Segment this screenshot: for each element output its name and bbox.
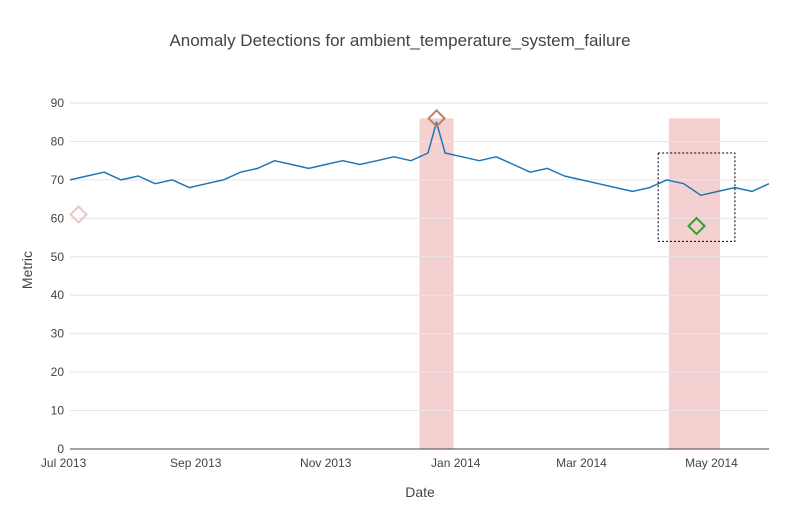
y-tick-label: 0: [57, 442, 64, 456]
x-tick-labels: Jul 2013 Sep 2013 Nov 2013 Jan 2014 Mar 2014…: [41, 456, 738, 470]
chart-title: Anomaly Detections for ambient_temperatu…: [169, 31, 630, 50]
x-tick-label: Mar 2014: [556, 456, 607, 470]
x-tick-label: Jul 2013: [41, 456, 87, 470]
anomaly-window: [668, 118, 720, 449]
y-tick-label: 20: [51, 365, 65, 379]
y-tick-label: 30: [51, 327, 65, 341]
anomaly-marker: [69, 205, 88, 224]
y-axis-label: Metric: [19, 251, 35, 289]
y-tick-label: 90: [51, 96, 65, 110]
y-tick-label: 50: [51, 250, 65, 264]
selection-box: [657, 152, 736, 242]
series-line: [69, 121, 770, 197]
y-tick-label: 40: [51, 288, 65, 302]
y-tick-label: 60: [51, 211, 65, 225]
selection-box-layer: [657, 152, 736, 242]
y-tick-label: 10: [51, 404, 65, 418]
series-layer: [69, 121, 770, 197]
anomaly-window: [419, 118, 454, 449]
y-tick-label: 80: [51, 134, 65, 148]
y-tick-labels: 0 10 20 30 40 50 60 70 80 90: [51, 96, 65, 456]
x-tick-label: Sep 2013: [170, 456, 222, 470]
anomaly-marker: [427, 108, 446, 128]
anomaly-marker: [687, 216, 706, 236]
gridlines: [70, 102, 769, 412]
x-tick-label: Nov 2013: [300, 456, 352, 470]
anomaly-markers: [69, 108, 706, 236]
x-axis-label: Date: [405, 484, 435, 500]
x-tick-label: May 2014: [685, 456, 738, 470]
x-tick-label: Jan 2014: [431, 456, 481, 470]
y-tick-label: 70: [51, 173, 65, 187]
anomaly-windows: [419, 118, 720, 449]
